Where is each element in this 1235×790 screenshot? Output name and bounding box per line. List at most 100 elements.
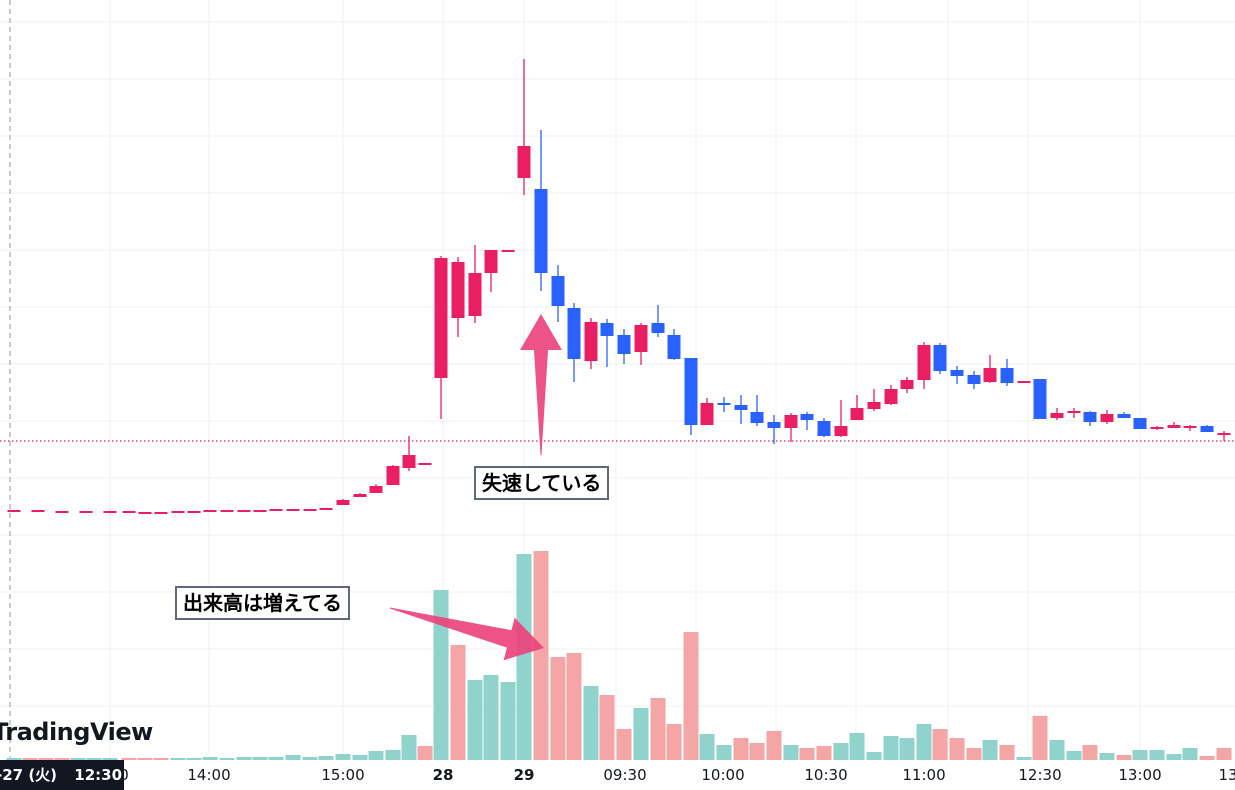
candle	[31, 510, 45, 512]
candle	[468, 245, 482, 323]
time-axis-label: 13	[1218, 766, 1235, 784]
candle	[336, 499, 350, 505]
candle	[900, 377, 914, 393]
volume-bar	[599, 695, 615, 760]
candle	[767, 415, 781, 444]
volume-bar	[1132, 750, 1148, 760]
candle	[634, 323, 648, 365]
candle	[7, 510, 21, 512]
volume-bar	[749, 743, 765, 760]
time-axis-label: 12:30	[1018, 766, 1062, 784]
candle	[600, 319, 614, 367]
volume-bar	[999, 745, 1015, 760]
candle	[667, 329, 681, 360]
candle	[418, 463, 432, 465]
candle	[171, 511, 185, 513]
candle	[1183, 425, 1197, 431]
candle	[220, 510, 234, 512]
volume-bar	[1066, 751, 1082, 760]
volume-bar	[932, 729, 948, 760]
candle	[79, 511, 93, 513]
time-axis-label: 14:00	[187, 766, 231, 784]
volume-bar	[335, 754, 351, 760]
volume-bar	[899, 738, 915, 760]
volume-bar	[733, 738, 749, 760]
candle	[303, 509, 317, 511]
volume-bar	[666, 724, 682, 760]
time-axis-label: 11:00	[902, 766, 946, 784]
candle	[684, 358, 698, 435]
arrow-icon	[389, 607, 544, 661]
volume-bar	[783, 745, 799, 760]
volume-bar	[352, 755, 368, 760]
candle	[138, 512, 152, 514]
chart-grid	[0, 0, 1235, 760]
annotation-arrows	[389, 314, 562, 661]
volume-bar	[583, 686, 599, 760]
volume-bar	[38, 758, 54, 760]
crosshair-date: -27 (火)	[0, 766, 58, 784]
volume-bar	[318, 756, 334, 760]
volume-bar	[916, 724, 932, 760]
candle	[402, 436, 416, 471]
candle	[122, 511, 136, 513]
candle	[784, 413, 798, 442]
time-axis-label: 13:00	[1118, 766, 1162, 784]
candle	[1083, 411, 1097, 426]
crosshair-time: 12:30	[74, 766, 123, 784]
candle	[867, 389, 881, 411]
candle	[834, 400, 848, 437]
volume-bar	[1149, 750, 1165, 760]
candle	[517, 59, 531, 195]
candle	[286, 509, 300, 511]
volume-bar	[1182, 748, 1198, 760]
volume-bar	[236, 757, 252, 760]
volume-bar	[22, 758, 38, 760]
volume-bar	[699, 734, 715, 760]
time-axis-label: 0	[119, 766, 129, 784]
volume-bar	[633, 708, 649, 760]
candle	[1000, 359, 1014, 386]
volume-bar	[516, 554, 532, 760]
volume-bar	[302, 757, 318, 760]
tradingview-watermark: TradingView	[0, 718, 153, 746]
time-axis-label: 10:00	[701, 766, 745, 784]
volume-bar	[285, 755, 301, 760]
volume-bar	[401, 735, 417, 760]
volume-bar	[417, 746, 433, 760]
volume-bar	[500, 682, 516, 760]
volume-bar	[121, 758, 137, 760]
candle	[253, 510, 267, 512]
volume-bar	[219, 758, 235, 760]
volume-bar	[799, 748, 815, 760]
volume-bar	[616, 729, 632, 760]
volume-bar	[467, 680, 483, 760]
volume-bar	[982, 740, 998, 760]
candle	[154, 512, 168, 514]
volume-bar	[883, 736, 899, 760]
volume-bar	[433, 590, 449, 760]
candle	[651, 305, 665, 337]
volume-bar	[1216, 748, 1232, 760]
annotation-stall-note[interactable]: 失速している	[474, 466, 610, 500]
volume-bar	[683, 632, 699, 760]
volume-bar	[550, 657, 566, 760]
volume-bar	[1099, 753, 1115, 760]
annotation-volume-note[interactable]: 出来高は増えてる	[175, 586, 350, 620]
volume-bar	[650, 698, 666, 760]
candle	[734, 395, 748, 424]
candle	[850, 395, 864, 420]
candle	[55, 511, 69, 513]
volume-bar	[1116, 755, 1132, 760]
candle	[700, 398, 714, 425]
candle	[584, 318, 598, 369]
candle	[884, 385, 898, 405]
volume-bar	[450, 645, 466, 760]
volume-bars	[6, 551, 1232, 760]
time-axis-label: 15:00	[321, 766, 365, 784]
volume-bar	[533, 551, 549, 760]
volume-bar	[966, 748, 982, 760]
price-candles	[7, 59, 1231, 514]
volume-bar	[766, 731, 782, 760]
